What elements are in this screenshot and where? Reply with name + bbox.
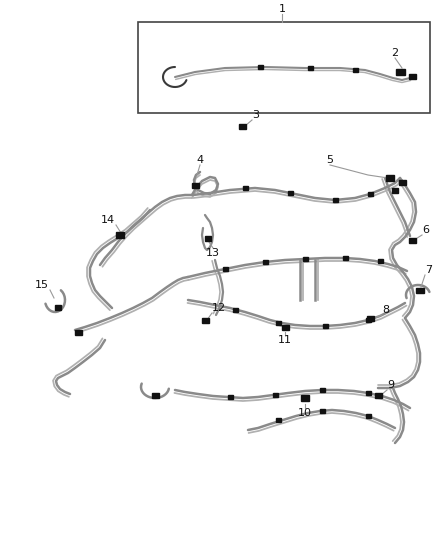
Bar	[205, 236, 211, 240]
Bar	[74, 329, 81, 335]
Bar	[365, 391, 371, 395]
Bar	[322, 324, 328, 328]
Text: 1: 1	[279, 4, 286, 14]
Bar	[303, 257, 307, 261]
Text: 7: 7	[425, 265, 432, 275]
Text: 9: 9	[387, 380, 394, 390]
Text: 14: 14	[101, 215, 115, 225]
Bar	[399, 180, 406, 184]
Bar	[201, 318, 208, 322]
Text: 3: 3	[252, 110, 259, 120]
Bar	[392, 188, 398, 192]
Text: 13: 13	[206, 248, 220, 258]
Bar	[353, 68, 357, 72]
Text: 10: 10	[298, 408, 312, 418]
Bar	[233, 308, 237, 312]
Bar	[409, 74, 416, 78]
Bar	[276, 321, 280, 325]
Text: 12: 12	[212, 303, 226, 313]
Bar	[365, 414, 371, 418]
Bar	[227, 395, 233, 399]
Bar	[276, 418, 280, 422]
Text: 15: 15	[35, 280, 49, 290]
Bar	[367, 192, 372, 196]
Bar	[262, 260, 268, 264]
Text: 2: 2	[392, 48, 399, 58]
Bar	[282, 325, 289, 329]
Text: 4: 4	[196, 155, 204, 165]
Bar	[272, 393, 278, 397]
Bar	[319, 409, 325, 413]
Bar	[409, 238, 416, 243]
Bar	[116, 232, 124, 238]
Bar	[343, 256, 347, 260]
Bar	[223, 267, 227, 271]
Bar	[374, 392, 381, 398]
Bar	[243, 186, 247, 190]
Bar	[396, 69, 405, 75]
Bar	[365, 318, 371, 322]
Bar	[378, 259, 382, 263]
Bar	[416, 287, 424, 293]
Bar	[239, 124, 246, 128]
Bar	[138, 22, 430, 113]
Bar	[319, 388, 325, 392]
Bar	[258, 65, 262, 69]
Bar	[152, 392, 159, 398]
Text: 6: 6	[422, 225, 429, 235]
Bar	[307, 66, 312, 70]
Bar	[367, 316, 374, 320]
Bar	[287, 191, 293, 195]
Text: 5: 5	[326, 155, 333, 165]
Bar	[55, 304, 61, 310]
Bar	[191, 182, 198, 188]
Bar	[332, 198, 338, 202]
Text: 8: 8	[382, 305, 389, 315]
Bar	[301, 395, 309, 401]
Text: 11: 11	[278, 335, 292, 345]
Bar	[386, 175, 394, 181]
